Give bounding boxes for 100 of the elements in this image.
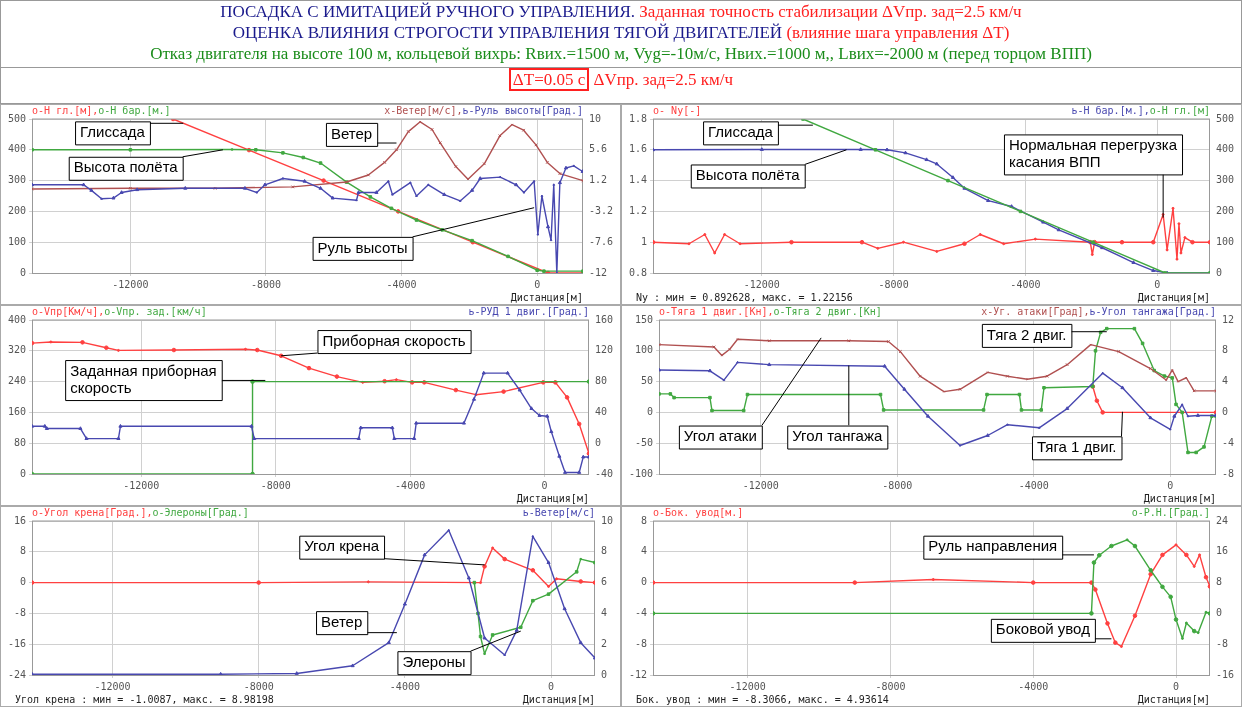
x-tick-label: -12000 <box>742 479 779 491</box>
x-tick-label: 0 <box>1167 479 1174 491</box>
text: ь-РУД 1 двиг.[Град.] <box>468 305 589 317</box>
annotation: Тяга 2 двиг. <box>986 325 1067 343</box>
y-tick-label: 1 <box>641 235 648 247</box>
y2-tick-label: 300 <box>1215 174 1234 186</box>
y-tick-label: 200 <box>8 204 27 216</box>
text: о-Н бар.[м.] <box>98 104 171 116</box>
annotation: Угол атаки <box>683 427 757 445</box>
text: о-Угол крена[Град.], <box>32 506 153 518</box>
y2-tick-label: 0 <box>594 436 601 448</box>
y2-tick-label: 400 <box>1215 143 1234 155</box>
text: о-Элероны[Град.] <box>152 506 249 518</box>
y-tick-label: 0 <box>20 467 27 479</box>
y2-tick-label: -8 <box>1215 637 1228 649</box>
x-tick-label: 0 <box>534 278 541 290</box>
annotation: Боковой увод <box>995 620 1091 638</box>
y-tick-label: 400 <box>8 143 27 155</box>
y2-tick-label: 0 <box>1215 606 1222 618</box>
text: ОЦЕНКА ВЛИЯНИЯ СТРОГОСТИ УПРАВЛЕНИЯ ТЯГОЙ ДВИГАТЕЛЕЙ <box>232 23 783 42</box>
y-tick-label: 50 <box>641 375 654 387</box>
annotation: Угол крена <box>304 537 380 555</box>
x-tick-label: -4000 <box>386 278 417 290</box>
y-tick-label: 1.4 <box>629 174 648 186</box>
x-tick-label: -8000 <box>250 278 282 290</box>
y2-tick-label: 8 <box>1221 344 1228 356</box>
y-tick-label: -8 <box>635 637 648 649</box>
y-tick-label: 1.2 <box>629 204 648 216</box>
y2-tick-label: 160 <box>594 313 613 325</box>
text: о-Тяга 2 двиг.[Кн] <box>773 305 882 317</box>
text: Отказ двигателя на высоте 100 м, кольцевой вихрь: Rвих.=1500 м, Vyg=-10м/с, Hвих.=1000 м,, Lвих=-2000 м (перед торцом ВПП) <box>150 44 1092 63</box>
x-axis-title: Дистанция[м] <box>522 693 595 705</box>
y2-tick-label: 2 <box>600 637 607 649</box>
y-tick-label: 0 <box>641 576 648 588</box>
y-tick-label: 400 <box>8 313 27 325</box>
annotation: Глиссада <box>80 123 146 140</box>
y-tick-label: 0.8 <box>629 266 648 278</box>
x-tick-label: -4000 <box>395 479 426 491</box>
text: ΔT=0.05 с <box>508 68 590 91</box>
y2-tick-label: 8 <box>600 545 607 557</box>
annotation: Руль высоты <box>317 238 408 256</box>
y2-tick-label: 4 <box>1221 375 1228 387</box>
x-tick-label: 0 <box>1154 278 1161 290</box>
y2-tick-label: 0 <box>600 668 607 680</box>
y2-tick-label: 10 <box>588 112 601 124</box>
x-tick-label: -8000 <box>878 278 909 290</box>
text: x-Уг. атаки[Град], <box>981 305 1090 317</box>
y2-tick-label: 80 <box>594 375 607 387</box>
text: о-Н гл.[м], <box>32 104 99 116</box>
x-tick-label: -12000 <box>729 680 766 692</box>
y2-tick-label: 200 <box>1215 204 1234 216</box>
y2-tick-label: 120 <box>594 344 613 356</box>
text: о-Vпр. зад.[км/ч] <box>104 305 207 317</box>
y2-tick-label: 5.6 <box>588 143 607 155</box>
y-tick-label: 100 <box>8 235 27 247</box>
y-tick-label: -50 <box>635 436 654 448</box>
text: о-Н гл.[м] <box>1149 104 1210 116</box>
y-tick-label: 16 <box>14 514 27 526</box>
y2-tick-label: 4 <box>600 606 607 618</box>
y-tick-label: -12 <box>629 668 648 680</box>
y-tick-label: 500 <box>8 112 27 124</box>
y2-tick-label: -8 <box>1221 467 1235 479</box>
x-tick-label: 0 <box>541 479 548 491</box>
y2-tick-label: -3.2 <box>588 204 614 216</box>
text: Бок. увод : мин = -8.3066, макс. = 4.93614 <box>636 693 889 705</box>
text: о- Ny[-] <box>653 104 702 116</box>
text: ь-Ветер[м/с] <box>522 506 595 518</box>
x-tick-label: -8000 <box>875 680 906 692</box>
y-tick-label: 150 <box>635 313 654 325</box>
y2-tick-label: 0 <box>1215 266 1222 278</box>
y-tick-label: 0 <box>20 266 27 278</box>
series-label: x-Ветер[м/с], <box>384 104 463 116</box>
x-tick-label: 0 <box>1173 680 1180 692</box>
y-tick-label: 160 <box>8 405 27 417</box>
y2-tick-label: 8 <box>1215 576 1222 588</box>
y-tick-label: 4 <box>641 545 648 557</box>
y2-tick-label: -40 <box>594 467 613 479</box>
text: о-Тяга 1 двиг.[Кн], <box>659 305 774 317</box>
y2-tick-label: 500 <box>1215 112 1234 124</box>
annotation: Руль направления <box>928 537 1058 555</box>
y-tick-label: -4 <box>635 606 648 618</box>
y2-tick-label: 6 <box>600 576 607 588</box>
y2-tick-label: 10 <box>600 514 614 526</box>
y-tick-label: -100 <box>628 467 654 479</box>
y-tick-label: 0 <box>20 576 27 588</box>
y-tick-label: 8 <box>20 545 27 557</box>
text: Угол крена : мин = -1.0087, макс. = 8.98198 <box>15 693 274 705</box>
text: ΔVпр. зад=2.5 км/ч <box>593 70 734 89</box>
annotation: Ветер <box>330 124 373 142</box>
y2-tick-label: -7.6 <box>588 235 614 247</box>
annotation: Угол тангажа <box>792 427 883 445</box>
text: ь-Угол тангажа[Град.] <box>1089 305 1216 317</box>
x-axis-title: Дистанция[м] <box>1137 693 1210 705</box>
y2-tick-label: -16 <box>1215 668 1234 680</box>
annotation: Высота полёта <box>73 158 179 176</box>
x-axis-title: Дистанция[м] <box>1137 291 1210 303</box>
text: Заданная точность стабилизации ΔVпр. зад=2.5 км/ч <box>639 2 1022 21</box>
y-tick-label: -24 <box>8 668 27 680</box>
x-axis-title: Дистанция[м] <box>1143 492 1216 504</box>
y2-tick-label: -4 <box>1221 436 1235 448</box>
